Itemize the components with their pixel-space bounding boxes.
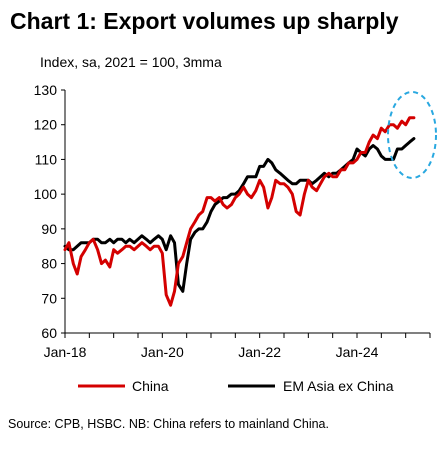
y-tick-label: 100 (34, 186, 58, 202)
legend-label-em-asia-ex-china: EM Asia ex China (283, 378, 394, 394)
highlight-ellipse (387, 91, 437, 179)
x-tick-label: Jan-24 (336, 344, 379, 360)
y-tick-label: 90 (41, 221, 57, 237)
y-tick-label: 70 (41, 290, 57, 306)
series-line-em-asia-ex-china (63, 137, 416, 293)
y-tick-label: 130 (34, 82, 58, 98)
chart-title: Chart 1: Export volumes up sharply (10, 8, 399, 34)
y-tick-label: 110 (35, 151, 58, 167)
y-tick-label: 120 (34, 117, 58, 133)
chart-axes: 60 70 80 90 100 110 120 130 Jan-18 Jan-20 Jan-22 Ja… (34, 82, 431, 360)
legend-label-china: China (132, 378, 169, 394)
series-layer (63, 116, 416, 307)
export-volumes-chart: 60 70 80 90 100 110 120 130 Jan-18 Jan-20 Jan-22 Ja… (34, 82, 437, 394)
series-line-china (63, 116, 416, 307)
source-note: Source: CPB, HSBC. NB: China refers to m… (8, 417, 329, 431)
y-tick-label: 80 (41, 256, 57, 272)
chart-subtitle: Index, sa, 2021 = 100, 3mma (40, 54, 222, 70)
y-tick-label: 60 (41, 325, 57, 341)
x-tick-label: Jan-22 (238, 344, 281, 360)
legend: China EM Asia ex China (78, 378, 394, 394)
x-tick-label: Jan-18 (44, 344, 87, 360)
x-tick-label: Jan-20 (141, 344, 184, 360)
